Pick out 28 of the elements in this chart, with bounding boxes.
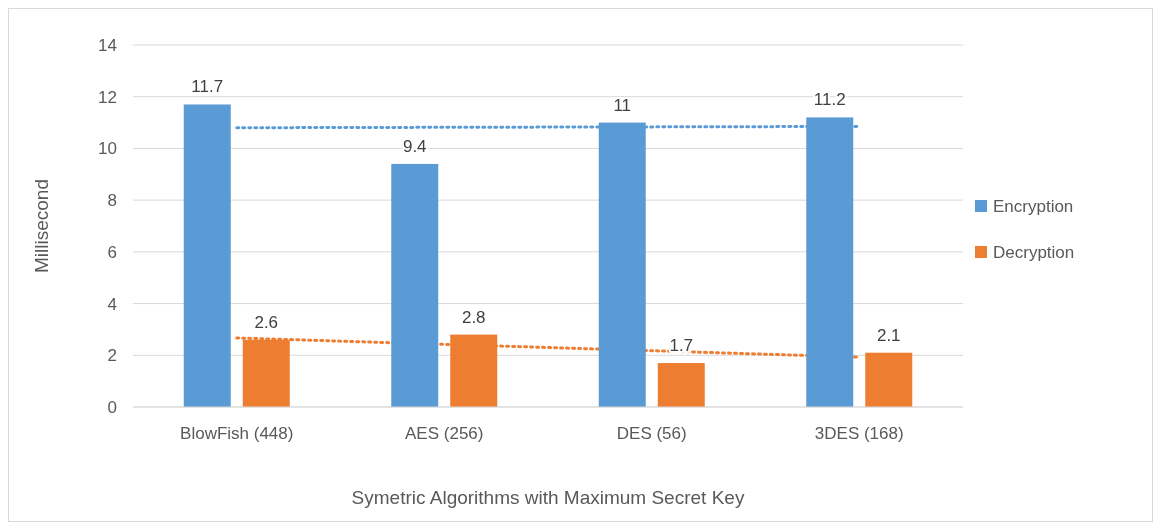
x-axis-title: Symetric Algorithms with Maximum Secret Key (351, 487, 745, 508)
data-label: 11.7 (191, 77, 224, 97)
y-tick-label: 10 (98, 139, 117, 159)
y-axis-title: Millisecond (31, 179, 52, 273)
y-tick-label: 8 (107, 191, 117, 211)
data-label: 2.1 (876, 325, 901, 345)
y-tick-label: 6 (107, 242, 117, 262)
data-label: 2.8 (461, 307, 486, 327)
data-label: 2.6 (254, 312, 279, 332)
data-label: 1.7 (669, 336, 694, 356)
data-label: 11.2 (813, 90, 846, 110)
legend-label: Decryption (993, 242, 1075, 262)
y-tick-label: 0 (107, 397, 117, 417)
bar (183, 104, 231, 407)
y-tick-label: 14 (98, 35, 117, 55)
bar (865, 352, 913, 407)
y-tick-label: 2 (107, 346, 117, 366)
y-tick-label: 12 (98, 87, 117, 107)
x-tick-label: BlowFish (448) (180, 424, 294, 443)
x-tick-label: 3DES (168) (814, 424, 904, 443)
legend-label: Encryption (993, 196, 1074, 216)
x-tick-label: DES (56) (616, 424, 687, 443)
y-tick-label: 4 (107, 294, 117, 314)
data-label: 9.4 (402, 136, 427, 156)
data-label: 11 (613, 95, 632, 115)
bar (391, 163, 439, 407)
bar (657, 363, 705, 407)
x-tick-label: AES (256) (405, 424, 484, 443)
